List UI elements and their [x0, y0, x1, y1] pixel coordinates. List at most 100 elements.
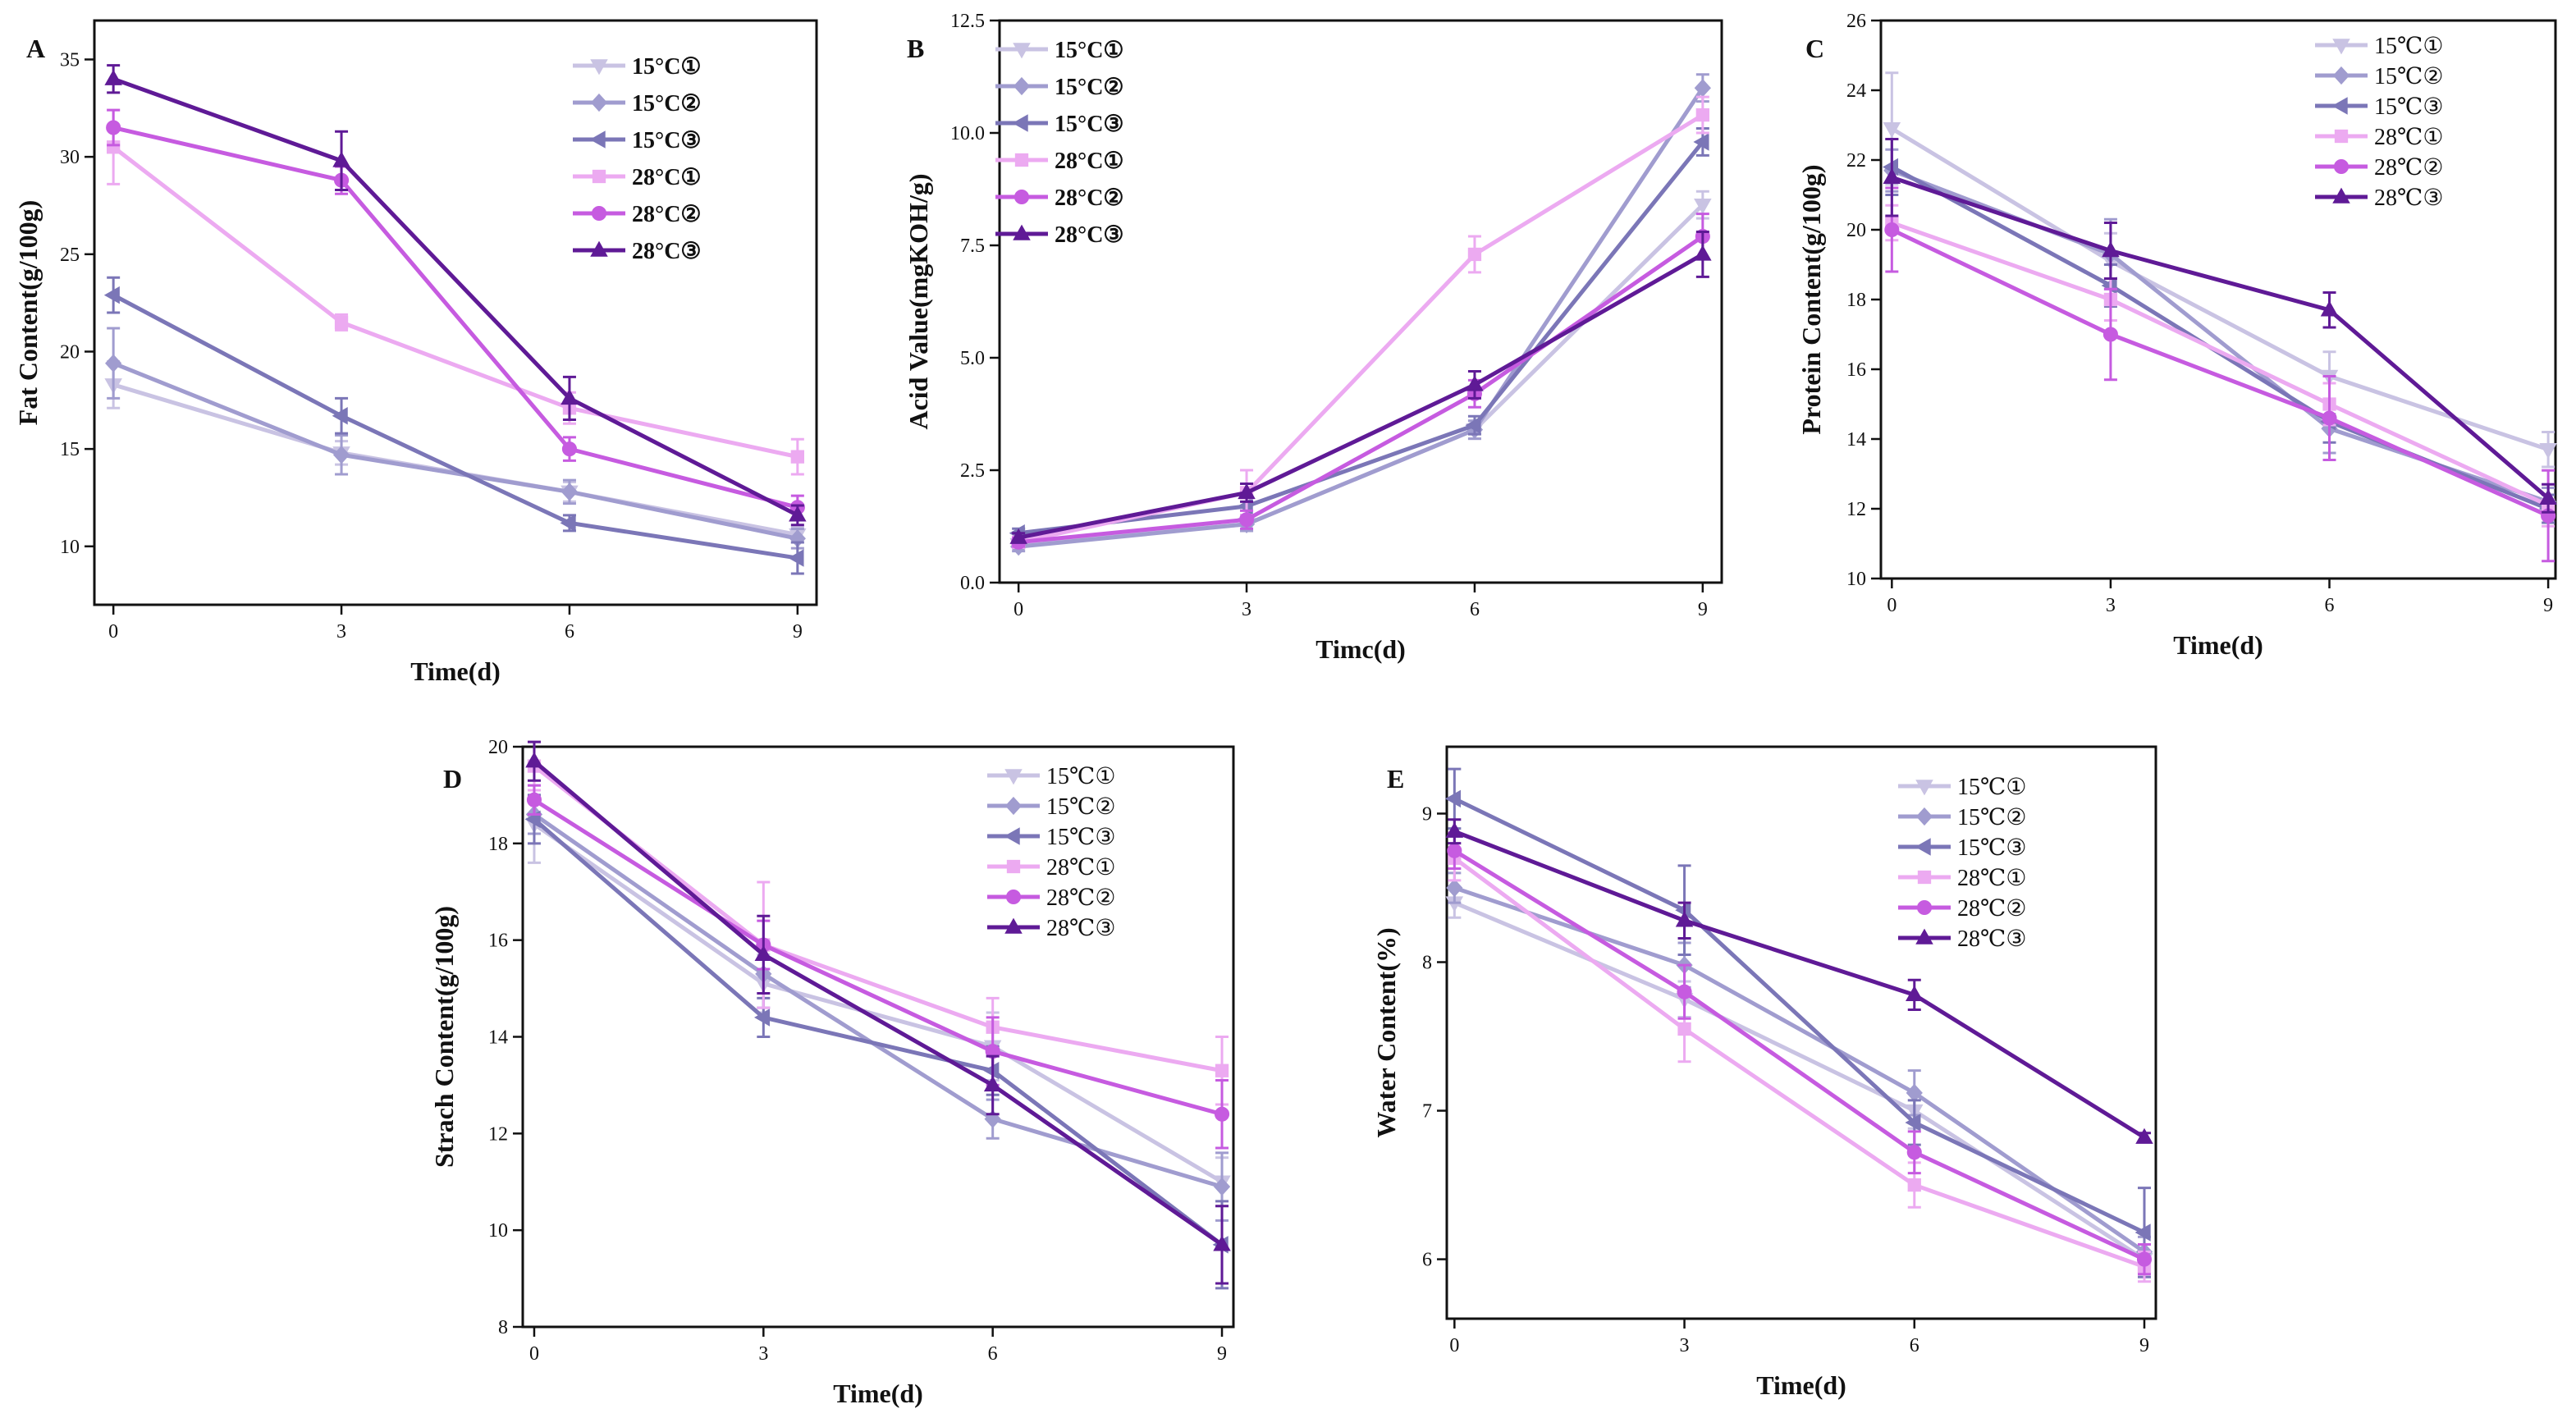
y-tick-label: 10.0 — [950, 123, 985, 144]
data-point — [1213, 1235, 1231, 1251]
y-tick-label: 12.5 — [950, 11, 985, 32]
legend-label: 15°C② — [1055, 75, 1124, 100]
data-point — [2135, 1127, 2153, 1144]
series-line — [533, 798, 1223, 1117]
x-tick-label: 3 — [1680, 1335, 1690, 1356]
panel-a: A 0 3 6 9 10 15 20 25 30 35 Time(d) Fat Content(g/10… — [13, 19, 818, 686]
data-point — [1677, 1022, 1691, 1036]
legend-label: 28°C③ — [1055, 222, 1124, 248]
legend-label: 28°C② — [632, 202, 702, 227]
data-point — [1907, 1178, 1921, 1192]
legend-label: 28°C③ — [632, 239, 702, 264]
series-line — [1891, 126, 2549, 452]
data-point — [334, 315, 349, 330]
x-tick-label: 9 — [1698, 599, 1708, 620]
data-point — [1694, 245, 1712, 261]
y-tick-label: 20 — [1846, 220, 1866, 241]
data-point — [1446, 878, 1463, 898]
panel-b: B 0 3 6 9 0.0 2.5 5.0 7.5 10.0 12.5 Timc(d) Acid Val… — [904, 11, 1723, 664]
data-point — [983, 1076, 1002, 1092]
legend-marker — [1013, 224, 1031, 240]
panel-label: A — [26, 34, 45, 63]
data-point — [2102, 241, 2120, 258]
series-line — [1891, 221, 2550, 508]
series-line — [112, 382, 798, 537]
legend-marker — [590, 59, 608, 75]
legend-marker — [591, 205, 607, 222]
x-axis-title: Time(d) — [833, 1379, 923, 1408]
plot-frame — [1879, 19, 2557, 580]
data-point — [1214, 1106, 1230, 1122]
data-point — [332, 446, 350, 464]
data-point — [526, 792, 542, 807]
y-tick-label: 26 — [1846, 11, 1866, 32]
data-point — [1447, 843, 1462, 858]
x-tick-label: 9 — [2139, 1335, 2149, 1356]
y-tick-label: 10 — [1846, 569, 1866, 590]
x-tick-label: 0 — [1887, 595, 1897, 616]
series-line — [533, 822, 1224, 1184]
plot-frame — [998, 19, 1723, 584]
x-axis-title: Time(d) — [2173, 630, 2263, 660]
y-axis-title: Protein Content(g/100g) — [1796, 164, 1826, 434]
y-axis-title: Fat Content(g/100g) — [13, 200, 43, 426]
series-6 — [1445, 818, 2153, 1144]
x-tick-label: 0 — [529, 1343, 539, 1365]
legend-label: 15°C③ — [632, 128, 702, 153]
legend-marker — [1004, 917, 1023, 934]
legend: 15℃① 15℃② 15℃③ 28℃① 28℃② 28℃③ — [987, 764, 1115, 941]
series-line — [112, 293, 798, 560]
legend-item: 28°C② — [573, 202, 702, 227]
panel-d: D 0 3 6 9 8 10 12 14 16 18 20 Time(d) Strach Content(… — [429, 737, 1235, 1408]
series-line — [1453, 797, 2146, 1235]
data-point — [1884, 222, 1900, 238]
legend: 15℃① 15℃② 15℃③ 28℃① 28℃② 28℃③ — [1898, 775, 2026, 952]
plot-frame — [93, 19, 818, 606]
legend-item: 28°C① — [995, 149, 1124, 174]
series-1 — [525, 784, 1231, 1208]
y-axis-title: Acid Value(mgKOH/g) — [904, 173, 933, 429]
legend-item: 28℃③ — [987, 916, 1115, 941]
legend-label: 28℃③ — [1957, 926, 2026, 952]
legend-marker — [590, 93, 608, 112]
x-tick-label: 0 — [108, 621, 118, 643]
series-line — [1018, 252, 1704, 540]
series-line — [1453, 829, 2146, 1140]
legend-label: 28℃② — [1046, 885, 1115, 911]
series-line — [533, 817, 1224, 1246]
data-point — [560, 389, 579, 405]
data-point — [753, 1009, 771, 1027]
data-point — [332, 151, 350, 167]
plot-frame — [521, 745, 1235, 1329]
y-tick-label: 7 — [1422, 1101, 1432, 1123]
y-tick-label: 18 — [1846, 290, 1866, 311]
y-tick-label: 12 — [1846, 499, 1866, 520]
series-1 — [1883, 71, 2557, 469]
legend: 15°C① 15°C② 15°C③ 28°C① 28°C② 28°C③ — [573, 54, 702, 264]
legend-item: 28℃① — [2315, 125, 2443, 150]
x-axis-title: Timc(d) — [1315, 634, 1406, 664]
legend-marker — [2331, 97, 2348, 115]
legend-marker — [1013, 43, 1031, 59]
legend-item: 28℃③ — [1898, 926, 2026, 952]
x-tick-label: 9 — [2543, 595, 2553, 616]
data-point — [1444, 789, 1462, 808]
data-point — [1467, 247, 1482, 262]
legend-marker — [1013, 76, 1031, 96]
legend-label: 28℃② — [1957, 896, 2026, 922]
x-tick-label: 0 — [1013, 599, 1023, 620]
series-line — [112, 145, 798, 460]
series-2 — [525, 794, 1231, 1222]
data-point — [2136, 1251, 2153, 1267]
data-point — [983, 1061, 1000, 1080]
x-tick-label: 6 — [988, 1343, 998, 1365]
series-5 — [1884, 186, 2556, 563]
legend-label: 15℃① — [1957, 775, 2026, 800]
panel-e: E 0 3 6 9 6 7 8 9 Time(d) Water Content(%) 15℃① 15℃②… — [1371, 745, 2157, 1400]
series-3 — [524, 794, 1229, 1290]
panel-label: B — [907, 34, 924, 63]
legend-label: 28°C① — [1055, 149, 1124, 174]
plot-frame — [1445, 745, 2157, 1320]
legend-label: 15℃② — [1957, 805, 2026, 830]
